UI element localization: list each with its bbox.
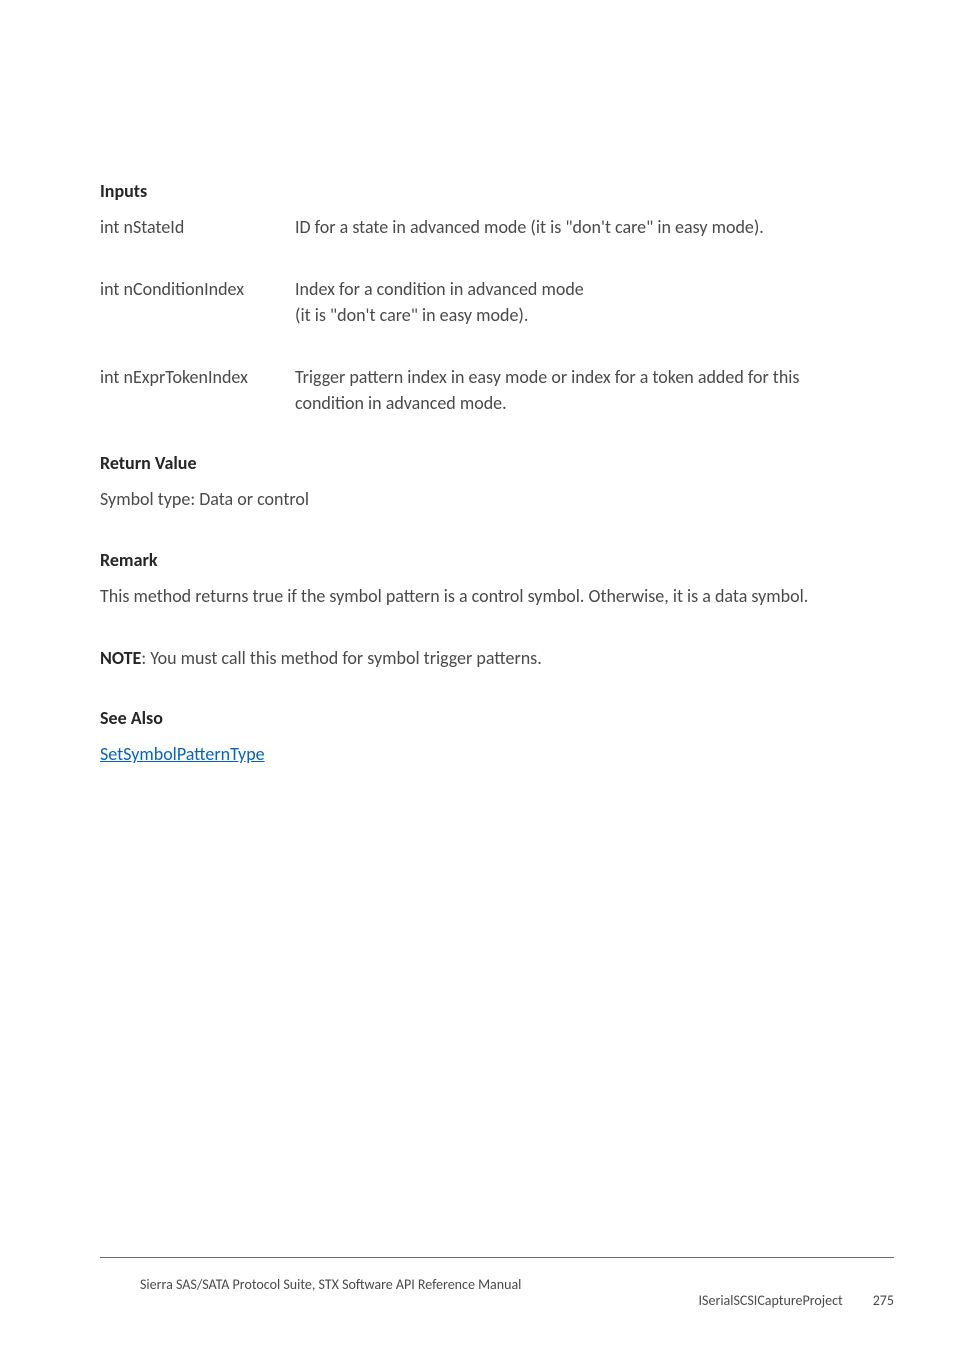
inputs-heading: Inputs — [100, 180, 854, 202]
param-desc: Trigger pattern index in easy mode or in… — [295, 364, 854, 416]
footer-page-number: 275 — [873, 1292, 894, 1309]
inputs-table: int nStateId ID for a state in advanced … — [100, 214, 854, 416]
note-label: NOTE — [100, 647, 141, 669]
param-name: int nExprTokenIndex — [100, 364, 295, 416]
see-also-heading: See Also — [100, 707, 854, 729]
page-footer: Sierra SAS/SATA Protocol Suite, STX Soft… — [100, 1257, 894, 1309]
param-row: int nConditionIndex Index for a conditio… — [100, 276, 854, 328]
remark-text: This method returns true if the symbol p… — [100, 583, 854, 609]
remark-heading: Remark — [100, 549, 854, 571]
see-also-link[interactable]: SetSymbolPatternType — [100, 743, 265, 765]
footer-doc-title: Sierra SAS/SATA Protocol Suite, STX Soft… — [100, 1276, 521, 1293]
param-row: int nExprTokenIndex Trigger pattern inde… — [100, 364, 854, 416]
note-line: NOTE: You must call this method for symb… — [100, 645, 854, 671]
param-desc: Index for a condition in advanced mode (… — [295, 276, 854, 328]
param-desc: ID for a state in advanced mode (it is "… — [295, 214, 854, 240]
footer-section: ISerialSCSICaptureProject — [699, 1292, 843, 1309]
note-text: : You must call this method for symbol t… — [141, 647, 541, 669]
footer-rule — [100, 1257, 894, 1258]
param-row: int nStateId ID for a state in advanced … — [100, 214, 854, 240]
param-name: int nStateId — [100, 214, 295, 240]
param-name: int nConditionIndex — [100, 276, 295, 328]
return-value-heading: Return Value — [100, 452, 854, 474]
return-value-text: Symbol type: Data or control — [100, 486, 854, 512]
